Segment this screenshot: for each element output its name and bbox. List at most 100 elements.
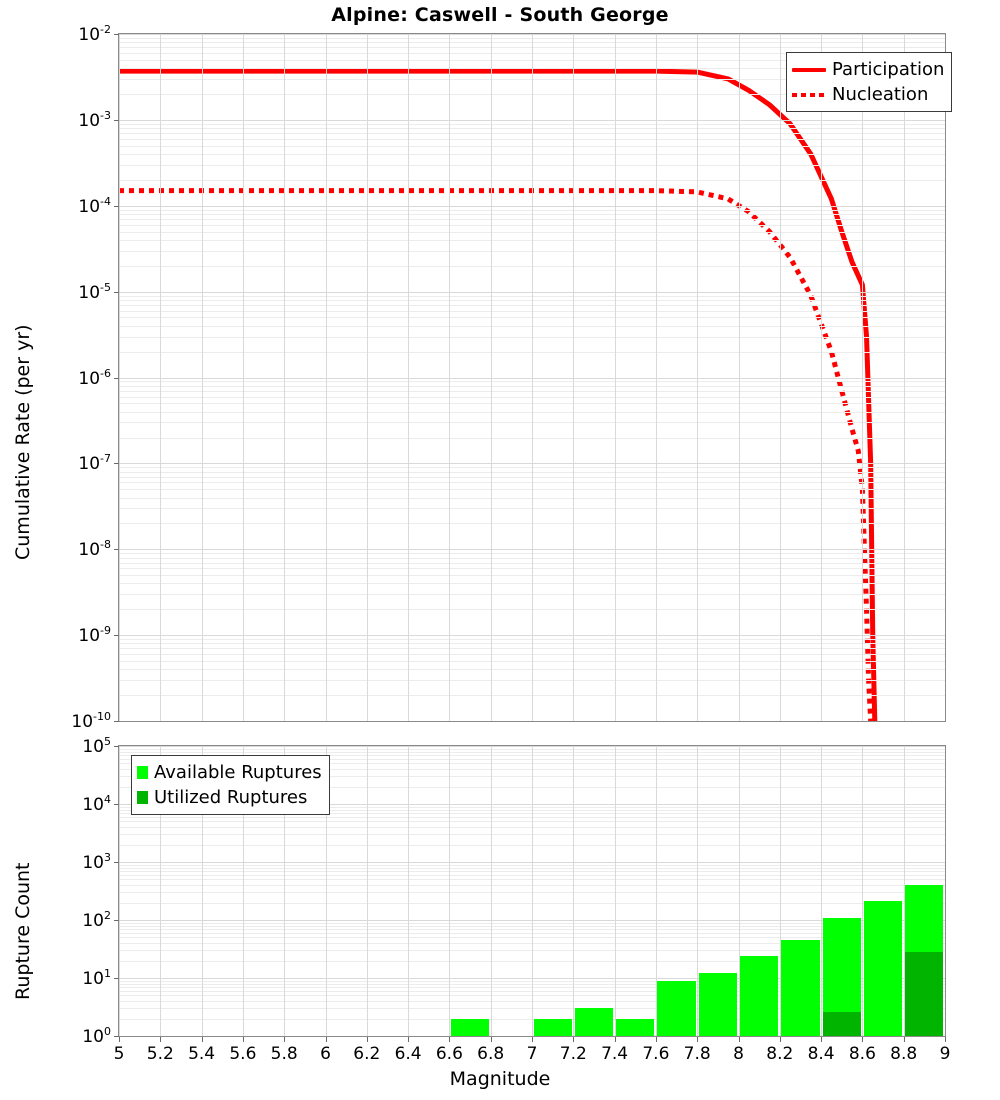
gridline-vertical bbox=[738, 746, 740, 1036]
gridline-vertical bbox=[201, 746, 203, 1036]
xtick-mark bbox=[614, 1037, 616, 1042]
ytick-label: 101 bbox=[82, 967, 111, 989]
bar-available-segment bbox=[740, 955, 779, 1036]
histogram-bar bbox=[863, 746, 903, 1036]
xtick-label: 8.4 bbox=[807, 1044, 835, 1064]
xtick-mark bbox=[697, 1037, 699, 1042]
ytick-mark bbox=[114, 291, 119, 293]
gridline-vertical bbox=[490, 34, 492, 721]
histogram-bar bbox=[698, 746, 737, 1036]
gridline-vertical bbox=[903, 746, 905, 1036]
xtick-label: 7.2 bbox=[559, 1044, 587, 1064]
ytick-mark bbox=[114, 804, 119, 805]
xtick-mark bbox=[325, 1037, 327, 1042]
xtick-label: 6.6 bbox=[435, 1044, 463, 1064]
gridline-vertical bbox=[821, 746, 823, 1036]
ytick-label: 10-2 bbox=[78, 23, 111, 45]
xtick-mark bbox=[366, 1037, 368, 1042]
bar-available-segment bbox=[657, 980, 696, 1036]
histogram-bar bbox=[822, 746, 861, 1036]
ytick-mark bbox=[114, 746, 119, 747]
xtick-label: 7.8 bbox=[683, 1044, 711, 1064]
xtick-mark bbox=[779, 1037, 781, 1042]
legend-item-nucleation: Nucleation bbox=[792, 82, 944, 107]
gridline-vertical bbox=[408, 746, 410, 1036]
legend-item-utilized-ruptures: Utilized Ruptures bbox=[137, 785, 322, 810]
available-color-swatch-icon bbox=[137, 766, 148, 779]
gridline-vertical bbox=[655, 34, 657, 721]
xtick-mark bbox=[160, 1037, 162, 1042]
ytick-label: 10-10 bbox=[71, 710, 111, 732]
gridline-vertical bbox=[614, 34, 616, 721]
ytick-label: 102 bbox=[82, 909, 111, 931]
gridline-vertical bbox=[779, 34, 781, 721]
legend-label-participation: Participation bbox=[832, 59, 945, 80]
ytick-label: 105 bbox=[82, 735, 111, 757]
ytick-label: 100 bbox=[82, 1025, 111, 1047]
gridline-vertical bbox=[160, 34, 162, 721]
bar-available-segment bbox=[698, 973, 737, 1036]
ytick-mark bbox=[114, 549, 119, 551]
ytick-mark bbox=[114, 205, 119, 207]
bar-available-segment bbox=[450, 1018, 490, 1036]
gridline-vertical bbox=[449, 746, 451, 1036]
xtick-label: 5 bbox=[113, 1044, 125, 1064]
ytick-mark bbox=[114, 119, 119, 121]
gridline-vertical bbox=[738, 34, 740, 721]
gridline-vertical bbox=[366, 34, 368, 721]
xtick-mark bbox=[738, 1037, 740, 1042]
xtick-mark bbox=[284, 1037, 286, 1042]
xtick-mark bbox=[532, 1037, 533, 1042]
gridline-vertical bbox=[366, 746, 368, 1036]
xtick-label: 8 bbox=[733, 1044, 744, 1064]
legend-label-available-ruptures: Available Ruptures bbox=[154, 762, 322, 783]
legend-label-nucleation: Nucleation bbox=[832, 84, 929, 105]
xtick-label: 6.4 bbox=[394, 1044, 422, 1064]
utilized-color-swatch-icon bbox=[137, 791, 148, 804]
gridline-vertical bbox=[903, 34, 905, 721]
ytick-mark bbox=[114, 978, 119, 979]
xtick-label: 8.8 bbox=[890, 1044, 918, 1064]
bar-available-segment bbox=[574, 1008, 614, 1036]
gridline-major bbox=[119, 721, 945, 722]
histogram-bar bbox=[574, 746, 614, 1036]
bar-available-segment bbox=[533, 1018, 572, 1036]
ytick-label: 10-8 bbox=[78, 538, 111, 561]
xtick-label: 5.2 bbox=[146, 1044, 174, 1064]
gridline-vertical bbox=[862, 746, 864, 1036]
xtick-mark bbox=[408, 1037, 410, 1042]
xtick-label: 8.6 bbox=[848, 1044, 876, 1064]
xtick-mark bbox=[655, 1037, 657, 1042]
ytick-label: 10-3 bbox=[78, 109, 111, 131]
xtick-mark bbox=[490, 1037, 492, 1042]
ytick-mark bbox=[114, 377, 119, 379]
cumulative-rate-plot bbox=[118, 33, 946, 722]
gridline-vertical bbox=[945, 746, 946, 1036]
legend-item-available-ruptures: Available Ruptures bbox=[137, 760, 322, 785]
xtick-label: 6 bbox=[320, 1044, 331, 1064]
bar-utilized-segment bbox=[822, 1011, 861, 1036]
top-panel-ylabel: Cumulative Rate (per yr) bbox=[12, 324, 34, 560]
xtick-mark bbox=[903, 1037, 905, 1042]
xtick-mark bbox=[945, 1037, 946, 1042]
xtick-mark bbox=[119, 1037, 120, 1042]
bar-available-segment bbox=[616, 1018, 655, 1036]
gridline-vertical bbox=[119, 746, 120, 1036]
gridline-vertical bbox=[779, 746, 781, 1036]
xtick-mark bbox=[862, 1037, 864, 1042]
ytick-label: 104 bbox=[82, 793, 111, 815]
x-axis-label: Magnitude bbox=[449, 1068, 551, 1090]
gridline-vertical bbox=[573, 746, 575, 1036]
ytick-mark bbox=[114, 920, 119, 921]
bottom-panel-ylabel: Rupture Count bbox=[12, 862, 34, 1001]
gridline-vertical bbox=[697, 746, 699, 1036]
gridline-vertical bbox=[945, 34, 946, 721]
xtick-label: 9 bbox=[939, 1044, 951, 1064]
xtick-label: 5.8 bbox=[270, 1044, 298, 1064]
gridline-vertical bbox=[655, 746, 657, 1036]
gridline-vertical bbox=[408, 34, 410, 721]
gridline-vertical bbox=[160, 746, 162, 1036]
histogram-bar bbox=[533, 746, 572, 1036]
xtick-label: 7 bbox=[526, 1044, 538, 1064]
